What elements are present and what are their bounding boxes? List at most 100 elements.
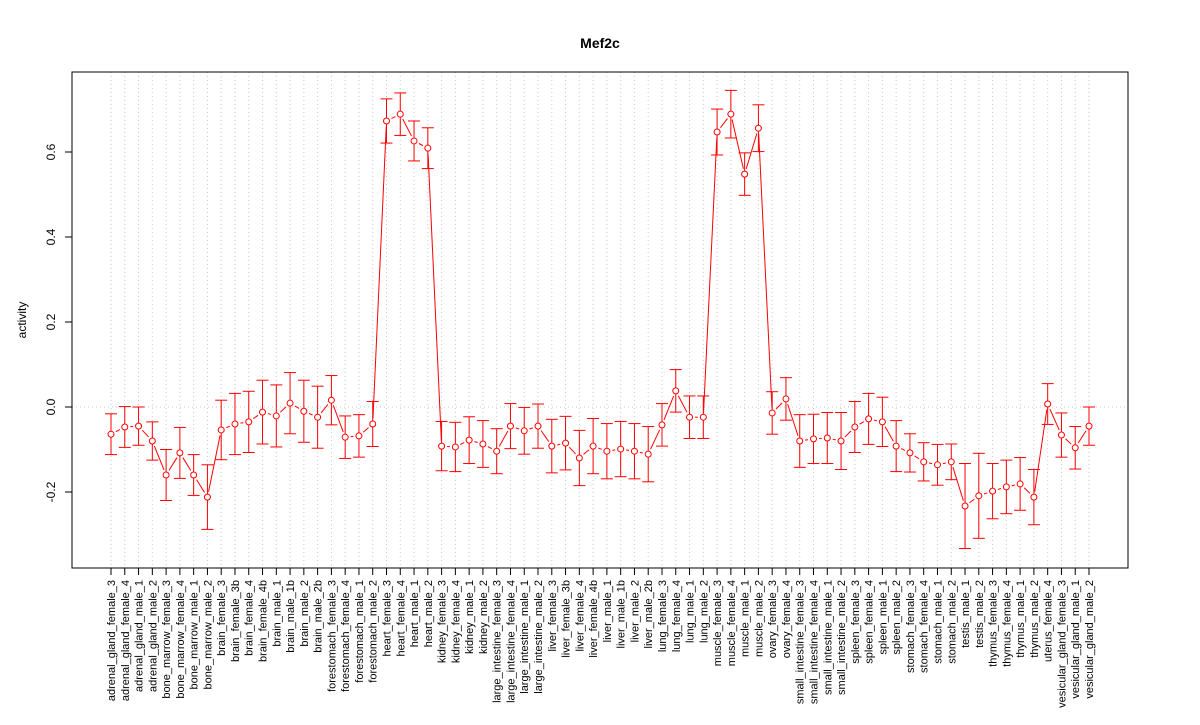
x-tick-label: liver_male_2 [629, 580, 641, 642]
data-point [590, 443, 596, 449]
series-segment [499, 431, 507, 446]
series-segment [226, 426, 230, 428]
series-segment [268, 414, 271, 415]
x-tick-label: forestomach_male_2 [368, 580, 380, 683]
x-tick-label: forestomach_female_3 [326, 580, 338, 692]
grid [72, 72, 1128, 568]
y-tick-label: 0.4 [44, 228, 58, 245]
x-tick-label: small_intestine_male_2 [836, 580, 848, 695]
x-tick-label: large_intestine_male_2 [533, 580, 545, 694]
series-segment [678, 396, 687, 413]
y-tick-label: -0.2 [44, 481, 58, 502]
series-segment [874, 420, 877, 421]
series-segment [845, 431, 851, 437]
x-tick-label: bone_marrow_male_1 [189, 580, 201, 689]
series-line [105, 90, 1095, 548]
x-tick-label: lung_male_1 [685, 580, 697, 643]
series-segment [169, 458, 177, 471]
x-tick-label: muscle_male_1 [740, 580, 752, 657]
data-point [1058, 432, 1064, 438]
data-point [659, 422, 665, 428]
series-segment [142, 430, 148, 437]
x-tick-label: kidney_female_4 [450, 580, 462, 663]
x-tick-label: stomach_female_3 [905, 580, 917, 673]
series-segment [1024, 488, 1030, 494]
series-segment [860, 422, 864, 425]
data-point [494, 448, 500, 454]
series-segment [183, 458, 191, 471]
series-segment [584, 450, 589, 455]
x-tick-label: ovary_female_3 [767, 580, 779, 658]
series-segment [428, 154, 441, 441]
x-tick-label: vesicular_gland_male_2 [1084, 580, 1096, 699]
x-tick-label: kidney_female_3 [437, 580, 449, 663]
data-point [549, 443, 555, 449]
x-tick-label: bone_marrow_female_3 [161, 580, 173, 699]
x-tick-label: adrenal_gland_female_4 [120, 580, 132, 701]
x-tick-label: brain_female_4b [258, 580, 270, 662]
series-segment [280, 407, 286, 412]
series-segment [333, 405, 343, 432]
series-segment [969, 499, 974, 503]
series-segment [197, 480, 205, 493]
data-point [700, 414, 706, 420]
series-segment [943, 463, 946, 464]
x-tick-label: liver_male_2b [643, 580, 655, 648]
series-segment [295, 406, 299, 409]
x-tick-label: stomach_female_4 [919, 580, 931, 673]
x-tick-label: bone_marrow_male_2 [202, 580, 214, 689]
data-point [204, 494, 210, 500]
x-tick-label: brain_female_3 [216, 580, 228, 656]
data-point [136, 423, 142, 429]
series-segment [569, 447, 575, 454]
series-segment [929, 463, 932, 464]
data-point [246, 419, 252, 425]
series-segment [732, 120, 743, 169]
x-tick-label: ovary_female_4 [781, 580, 793, 658]
data-point [769, 410, 775, 416]
x-tick-label: kidney_male_1 [464, 580, 476, 654]
data-point [521, 428, 527, 434]
series-segment [759, 134, 772, 408]
x-tick-label: muscle_female_3 [712, 580, 724, 666]
data-point [824, 435, 830, 441]
x-tick-label: muscle_male_2 [753, 580, 765, 657]
x-tick-label: stomach_male_1 [932, 580, 944, 664]
x-tick-label: large_intestine_female_3 [492, 580, 504, 703]
data-point [852, 424, 858, 430]
series-segment [557, 444, 560, 445]
series-segment [953, 467, 964, 501]
x-tick-label: muscle_female_4 [726, 580, 738, 666]
data-point [893, 443, 899, 449]
data-point [604, 448, 610, 454]
data-point [948, 459, 954, 465]
data-point [576, 455, 582, 461]
x-tick-label: brain_male_2 [299, 580, 311, 647]
series-segment [363, 428, 368, 433]
x-tick-label: liver_female_3 [547, 580, 559, 652]
data-point [370, 421, 376, 427]
data-point [163, 472, 169, 478]
data-point [907, 450, 913, 456]
x-tick-label: thymus_male_2 [1029, 580, 1041, 658]
x-tick-label: liver_male_1 [602, 580, 614, 642]
y-axis-label: activity [15, 302, 29, 339]
data-point [645, 451, 651, 457]
x-tick-label: vesicular_gland_female_3 [1056, 580, 1068, 708]
x-tick-label: liver_male_1b [616, 580, 628, 648]
x-tick-label: thymus_female_3 [988, 580, 1000, 667]
x-tick-label: lung_male_2 [698, 580, 710, 643]
series-segment [1035, 409, 1047, 491]
data-point [755, 125, 761, 131]
series-segment [1078, 431, 1086, 443]
series-segment [1012, 485, 1015, 486]
data-point [273, 413, 279, 419]
series-segment [474, 442, 477, 443]
data-point [631, 448, 637, 454]
data-point [783, 396, 789, 402]
x-tick-label: kidney_male_2 [478, 580, 490, 654]
x-tick-label: testis_male_2 [974, 580, 986, 648]
x-tick-label: uterus_female_4 [1043, 580, 1055, 662]
data-point [838, 438, 844, 444]
